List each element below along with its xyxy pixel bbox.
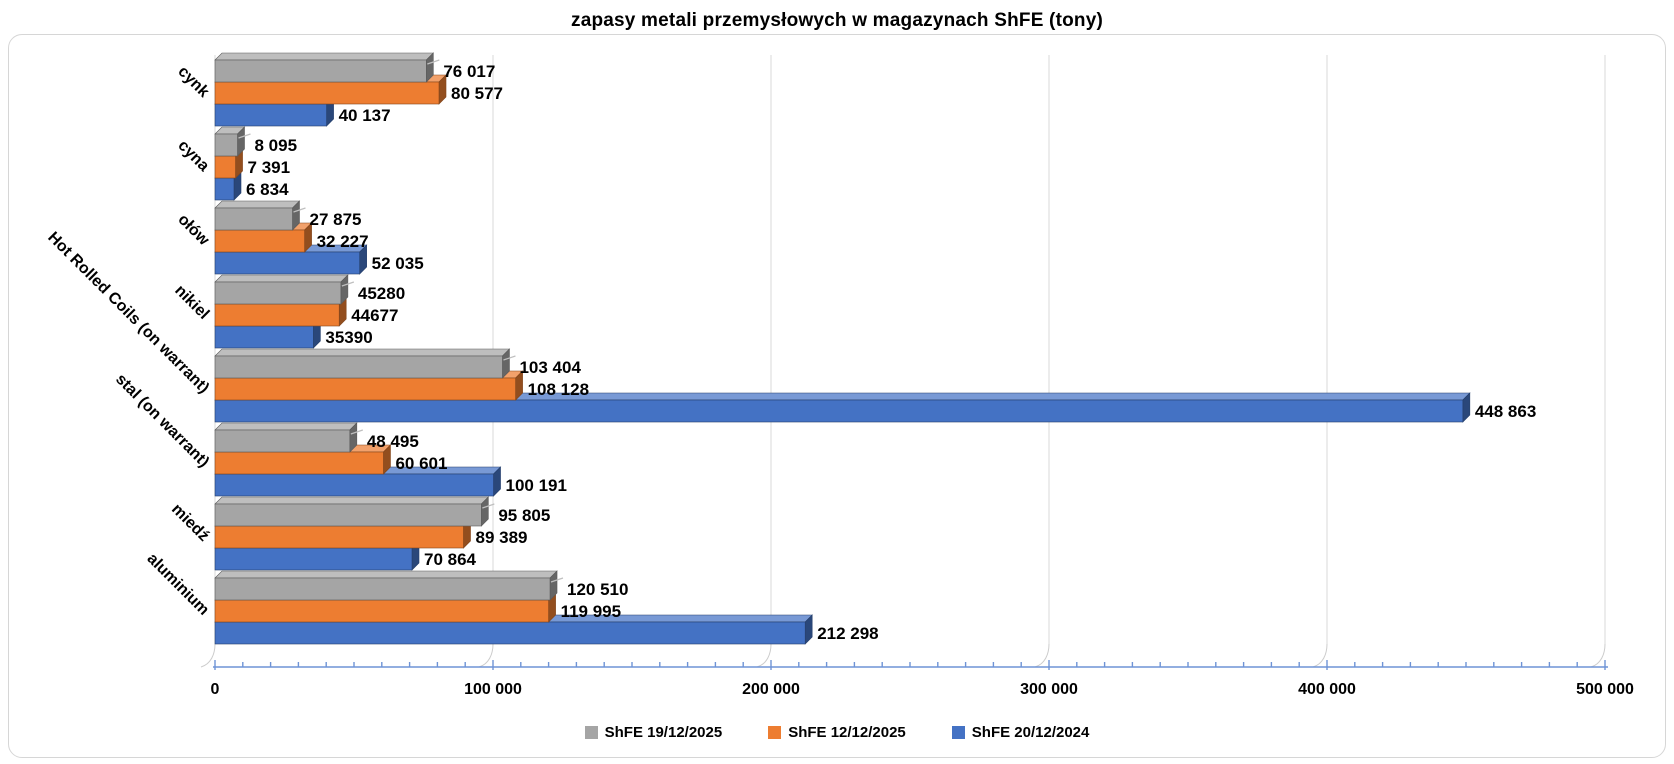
grid-foot <box>756 643 772 668</box>
bar-top-face <box>214 200 301 209</box>
bar[interactable] <box>214 473 494 497</box>
x-tick-label: 500 000 <box>1576 681 1634 698</box>
bar[interactable] <box>214 281 342 305</box>
grid-foot <box>1590 643 1606 668</box>
bar-top-face <box>214 496 490 505</box>
data-label: 80 577 <box>451 84 503 103</box>
grid-foot <box>478 643 494 668</box>
label-leader-line <box>427 59 440 65</box>
bar[interactable] <box>214 103 327 127</box>
x-tick-label: 0 <box>211 681 220 698</box>
bar[interactable] <box>214 155 236 179</box>
x-tick-label: 400 000 <box>1298 681 1356 698</box>
data-label: 76 017 <box>443 62 495 81</box>
data-label: 8 095 <box>255 136 298 155</box>
bar[interactable] <box>214 325 314 349</box>
bar[interactable] <box>214 377 516 401</box>
data-label: 89 389 <box>476 528 528 547</box>
label-leader-line <box>503 355 516 361</box>
data-label: 32 227 <box>317 232 369 251</box>
bar[interactable] <box>214 207 293 231</box>
legend-label: ShFE 12/12/2025 <box>788 724 906 741</box>
grid-foot <box>1034 643 1050 668</box>
label-leader-line <box>550 577 564 583</box>
data-label: 7 391 <box>248 158 291 177</box>
legend-label: ShFE 19/12/2025 <box>604 724 723 741</box>
bar[interactable] <box>214 621 806 645</box>
data-label: 48 495 <box>367 432 419 451</box>
label-leader-line <box>238 133 251 139</box>
bar[interactable] <box>214 599 549 623</box>
data-label: 95 805 <box>498 506 550 525</box>
legend-item[interactable]: ShFE 20/12/2024 <box>951 724 1090 741</box>
bar[interactable] <box>214 547 413 571</box>
x-tick-label: 300 000 <box>1020 681 1078 698</box>
bar[interactable] <box>214 133 238 157</box>
data-label: 212 298 <box>817 624 878 643</box>
data-label: 45280 <box>358 284 405 303</box>
data-label: 60 601 <box>395 454 447 473</box>
data-label: 44677 <box>351 306 398 325</box>
bar[interactable] <box>214 577 551 601</box>
data-label: 6 834 <box>246 180 289 199</box>
bar[interactable] <box>214 81 440 105</box>
data-label: 35390 <box>325 328 372 347</box>
bar[interactable] <box>214 303 340 327</box>
bar-top-face <box>214 422 358 431</box>
data-label: 40 137 <box>339 106 391 125</box>
category-label: cyna <box>174 137 212 175</box>
bar[interactable] <box>214 251 360 275</box>
data-label: 52 035 <box>372 254 424 273</box>
category-label: Hot Rolled Coils (on warrant) <box>44 229 212 397</box>
bar[interactable] <box>214 503 482 527</box>
bar[interactable] <box>214 525 464 549</box>
category-label: cynk <box>174 63 212 101</box>
bar-top-face <box>214 52 435 61</box>
x-tick-label: 100 000 <box>464 681 522 698</box>
bar[interactable] <box>214 355 503 379</box>
label-leader-line <box>350 429 364 435</box>
category-label: nikiel <box>171 282 212 323</box>
category-label: aluminium <box>144 550 213 619</box>
data-label: 27 875 <box>309 210 361 229</box>
bar-top-face <box>214 274 349 283</box>
data-label: 70 864 <box>424 550 477 569</box>
bar[interactable] <box>214 429 351 453</box>
chart-title: zapasy metali przemysłowych w magazynach… <box>571 10 1103 31</box>
category-label: miedź <box>168 501 212 545</box>
legend-swatch-icon <box>768 726 782 739</box>
grid-foot <box>1312 643 1328 668</box>
x-tick-label: 200 000 <box>742 681 800 698</box>
legend-label: ShFE 20/12/2024 <box>971 724 1090 741</box>
data-label: 120 510 <box>567 580 628 599</box>
bar[interactable] <box>214 177 235 201</box>
label-leader-line <box>341 281 355 287</box>
data-label: 103 404 <box>519 358 581 377</box>
bar[interactable] <box>214 451 384 475</box>
legend-item[interactable]: ShFE 19/12/2025 <box>584 724 723 741</box>
bar[interactable] <box>214 59 427 83</box>
label-leader-line <box>482 503 495 509</box>
label-leader-line <box>293 207 306 213</box>
data-label: 448 863 <box>1475 402 1536 421</box>
category-label: ołów <box>174 211 212 249</box>
legend-swatch-icon <box>584 726 598 739</box>
data-label: 108 128 <box>528 380 589 399</box>
legend-item[interactable]: ShFE 12/12/2025 <box>768 724 906 741</box>
grid-foot <box>200 643 216 668</box>
chart-legend: ShFE 19/12/2025 ShFE 12/12/2025 ShFE 20/12… <box>0 724 1674 741</box>
bar[interactable] <box>214 229 305 253</box>
bar-top-face <box>214 348 511 357</box>
legend-swatch-icon <box>951 726 965 739</box>
data-label: 100 191 <box>506 476 567 495</box>
bar-top-face <box>214 570 558 579</box>
data-label: 119 995 <box>561 602 622 621</box>
bar[interactable] <box>214 399 1464 423</box>
